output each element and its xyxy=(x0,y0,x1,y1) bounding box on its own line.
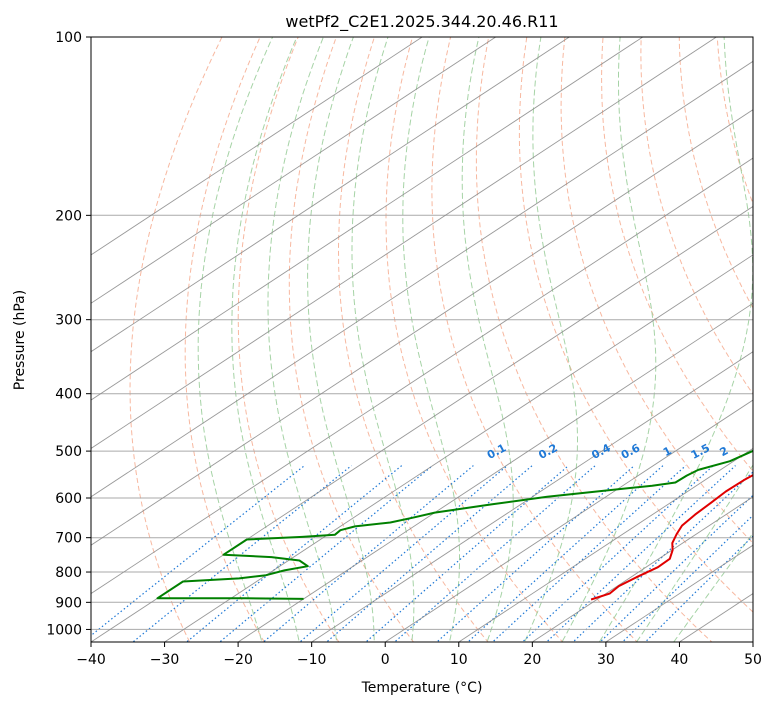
y-tick-label: 500 xyxy=(55,444,82,460)
dry-adiabat xyxy=(560,37,753,544)
isotherm xyxy=(164,254,753,642)
chart-title: wetPf2_C2E1.2025.344.20.46.R11 xyxy=(285,12,558,32)
x-axis: −40 −30 −20 −10 0 10 20 30 40 50 xyxy=(76,642,762,668)
moist-adiabat xyxy=(307,37,375,642)
background-lines xyxy=(91,27,775,649)
isotherm xyxy=(91,157,753,595)
moist-adiabat xyxy=(402,37,460,642)
dry-adiabat xyxy=(755,27,775,649)
y-tick-label: 600 xyxy=(55,491,82,507)
isotherm xyxy=(91,60,753,498)
x-tick-label: −10 xyxy=(297,652,327,668)
y-tick-label: 1000 xyxy=(46,622,82,638)
x-tick-label: 0 xyxy=(381,652,390,668)
isotherm xyxy=(311,351,753,642)
y-tick-label: 400 xyxy=(55,387,82,403)
mixing-ratio-line xyxy=(599,494,753,642)
temperature-profile-line xyxy=(590,474,753,601)
isotherm xyxy=(91,37,570,353)
x-tick-label: 50 xyxy=(744,652,762,668)
y-axis: 100 200 300 400 500 600 700 800 900 1000 xyxy=(46,30,91,638)
y-tick-label: 900 xyxy=(55,595,82,611)
dry-adiabat xyxy=(601,37,753,472)
mixing-ratio-line xyxy=(572,471,753,642)
dry-adiabat xyxy=(129,37,223,642)
plot-frame xyxy=(90,36,754,643)
x-tick-label: −40 xyxy=(76,652,106,668)
x-tick-label: 40 xyxy=(671,652,689,668)
mixing-ratio-line xyxy=(132,465,352,642)
y-tick-label: 200 xyxy=(55,208,82,224)
dry-adiabat xyxy=(475,37,713,642)
mixing-ratio-line xyxy=(298,465,508,642)
y-tick-label: 800 xyxy=(55,565,82,581)
x-tick-label: 20 xyxy=(523,652,541,668)
isotherm xyxy=(384,399,753,642)
moist-adiabat xyxy=(524,37,578,642)
mixing-ratio-line xyxy=(491,465,687,642)
dry-adiabat xyxy=(640,37,753,395)
dry-adiabat xyxy=(385,37,564,642)
moist-adiabat xyxy=(231,37,300,642)
isotherm xyxy=(91,109,753,546)
moist-adiabat xyxy=(351,37,415,642)
mixing-ratio-line xyxy=(325,465,533,642)
y-tick-label: 700 xyxy=(55,531,82,547)
dry-adiabat xyxy=(237,37,340,642)
mixing-ratio-line xyxy=(185,465,403,642)
mixing-ratio-line xyxy=(467,465,664,642)
x-tick-label: 10 xyxy=(450,652,468,668)
isotherm xyxy=(91,37,496,304)
moist-adiabat xyxy=(561,37,657,642)
dry-adiabat xyxy=(288,37,415,642)
x-tick-label: 30 xyxy=(597,652,615,668)
x-tick-label: −30 xyxy=(150,652,180,668)
isotherm xyxy=(91,37,717,449)
isotherm xyxy=(752,641,753,642)
dry-adiabat xyxy=(716,37,753,205)
isotherm xyxy=(458,447,753,642)
moist-adiabat xyxy=(197,37,274,642)
mixing-ratio-line xyxy=(435,465,635,642)
mixing-ratio-line xyxy=(91,465,305,637)
dry-adiabat xyxy=(518,37,753,613)
plot-background xyxy=(91,37,753,642)
dry-adiabat xyxy=(184,37,265,642)
isotherm xyxy=(237,302,753,642)
dry-adiabat xyxy=(431,37,638,642)
mixing-ratio-label: 3 xyxy=(755,444,768,459)
isotherm xyxy=(91,37,644,401)
mixing-ratio-line xyxy=(545,465,736,642)
isotherm xyxy=(532,496,753,642)
y-tick-label: 100 xyxy=(55,30,82,46)
isotherm xyxy=(91,37,423,256)
y-tick-label: 300 xyxy=(55,313,82,329)
x-axis-title: Temperature (°C) xyxy=(361,680,483,696)
y-axis-title: Pressure (hPa) xyxy=(12,290,28,390)
x-tick-label: −20 xyxy=(223,652,253,668)
